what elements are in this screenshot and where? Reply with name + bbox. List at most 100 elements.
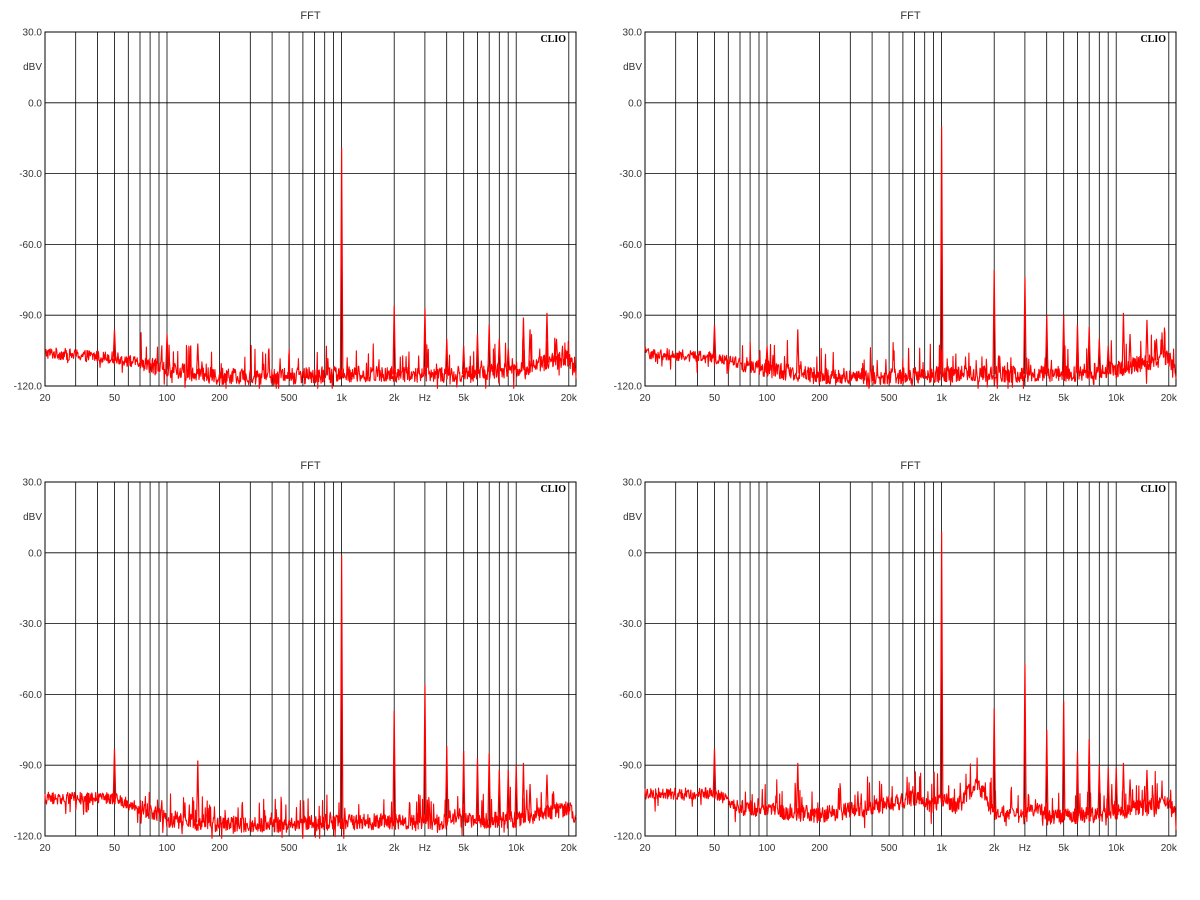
y-tick-label: 30.0 <box>623 478 643 489</box>
fft-peak <box>444 338 449 375</box>
x-tick-label: 500 <box>281 393 298 404</box>
plot-frame <box>644 31 1177 387</box>
fft-plot-svg: FFT 30.0 0.0 -30.0 -60.0 -90.0 -120.0 dBV 20 50 10… <box>614 10 1178 404</box>
fft-peak <box>765 345 769 370</box>
x-axis-label: Hz <box>1019 843 1031 854</box>
fft-peak <box>795 762 800 813</box>
fft-peak <box>112 329 117 358</box>
fft-peak <box>712 324 717 358</box>
fft-peak <box>1154 338 1159 361</box>
y-tick-label: 0.0 <box>628 548 642 559</box>
fft-plot-svg: FFT 30.0 0.0 -30.0 -60.0 -90.0 -120.0 dBV 20 50 10… <box>14 460 578 854</box>
y-tick-label: -30.0 <box>19 169 42 180</box>
fft-peak <box>497 338 502 372</box>
clio-brand-label: CLIO <box>1140 34 1166 45</box>
x-axis-label: Hz <box>419 843 431 854</box>
fft-plot-svg: FFT 30.0 0.0 -30.0 -60.0 -90.0 -120.0 dBV 20 50 10… <box>614 460 1178 854</box>
x-tick-label: 10k <box>1108 843 1125 854</box>
fft-peak <box>195 760 200 823</box>
fft-peak <box>1106 767 1111 814</box>
fft-peak <box>506 769 511 820</box>
fft-peak <box>1061 315 1066 375</box>
fft-peak <box>1075 324 1080 373</box>
fft-peak <box>712 748 717 794</box>
y-tick-label: -60.0 <box>19 690 42 701</box>
fft-peak <box>475 758 480 822</box>
fft-chart-2: FFT 30.0 0.0 -30.0 -60.0 -90.0 -120.0 dBV 20 50 10… <box>600 0 1200 450</box>
fft-peak <box>165 334 169 370</box>
x-tick-label: 5k <box>1058 393 1070 404</box>
y-tick-label: -30.0 <box>19 619 42 630</box>
x-tick-label: 20 <box>639 843 651 854</box>
x-tick-label: 2k <box>989 393 1001 404</box>
y-tick-label: -90.0 <box>19 761 42 772</box>
x-tick-label: 500 <box>281 843 298 854</box>
fft-peak <box>1023 277 1027 375</box>
x-tick-label: 5k <box>458 843 470 854</box>
fft-peak <box>545 312 549 363</box>
y-tick-label: -60.0 <box>619 690 642 701</box>
x-tick-label: 500 <box>881 393 898 404</box>
x-tick-label: 100 <box>159 843 176 854</box>
chart-title: FFT <box>300 10 320 22</box>
fft-peak <box>1121 762 1126 811</box>
y-axis-label: dBV <box>23 512 42 523</box>
fft-noise-trace <box>644 327 1177 389</box>
fft-peak <box>506 348 511 371</box>
x-tick-label: 200 <box>811 843 828 854</box>
fft-peak <box>461 751 466 822</box>
fft-peak <box>423 308 427 375</box>
fft-noise-trace <box>644 757 1177 830</box>
x-tick-label: 5k <box>1058 843 1070 854</box>
fft-peak <box>487 753 491 821</box>
chart-title: FFT <box>900 460 920 472</box>
fft-noise-trace <box>44 332 577 389</box>
fft-peak <box>461 345 466 375</box>
x-tick-label: 100 <box>759 393 776 404</box>
fft-peak <box>1128 779 1132 810</box>
fft-peak <box>545 774 549 813</box>
x-tick-label: 200 <box>811 393 828 404</box>
x-tick-label: 5k <box>458 393 470 404</box>
x-tick-label: 1k <box>336 393 348 404</box>
fft-peak <box>521 317 526 368</box>
x-axis-label: Hz <box>1019 393 1031 404</box>
fft-peak <box>1044 729 1049 818</box>
chart-title: FFT <box>900 10 920 22</box>
clio-brand-label: CLIO <box>540 484 566 495</box>
fft-peak <box>992 708 996 813</box>
fft-peak <box>1075 751 1080 816</box>
x-tick-label: 50 <box>709 393 721 404</box>
fft-peak <box>992 270 996 375</box>
y-tick-label: -60.0 <box>619 240 642 251</box>
fft-peak <box>1121 312 1126 368</box>
x-tick-label: 20k <box>1161 843 1178 854</box>
y-tick-label: -120.0 <box>14 382 43 393</box>
fft-noise-trace <box>44 786 577 839</box>
fft-peak <box>339 555 344 822</box>
y-axis-label: dBV <box>623 62 642 73</box>
x-tick-label: 50 <box>709 843 721 854</box>
fft-peak <box>795 329 800 374</box>
x-tick-label: 1k <box>336 843 348 854</box>
fft-peak <box>1097 765 1102 815</box>
fft-peak <box>528 329 532 367</box>
y-tick-label: -30.0 <box>619 619 642 630</box>
fft-chart-3: FFT 30.0 0.0 -30.0 -60.0 -90.0 -120.0 dBV 20 50 10… <box>0 450 600 900</box>
fft-peak <box>1128 334 1132 367</box>
fft-peak <box>1023 663 1027 818</box>
x-tick-label: 20k <box>561 843 578 854</box>
y-tick-label: 0.0 <box>28 548 42 559</box>
x-tick-label: 1k <box>936 393 948 404</box>
fft-peak <box>475 334 480 373</box>
plot-frame <box>644 481 1177 837</box>
fft-peak <box>1145 319 1149 363</box>
x-tick-label: 50 <box>109 393 121 404</box>
fft-peak <box>339 147 344 375</box>
x-tick-label: 500 <box>881 843 898 854</box>
fft-peak <box>514 765 519 820</box>
fft-peak <box>1061 701 1066 817</box>
y-axis-label: dBV <box>623 512 642 523</box>
fft-peak <box>1097 338 1102 372</box>
x-tick-label: 100 <box>759 843 776 854</box>
